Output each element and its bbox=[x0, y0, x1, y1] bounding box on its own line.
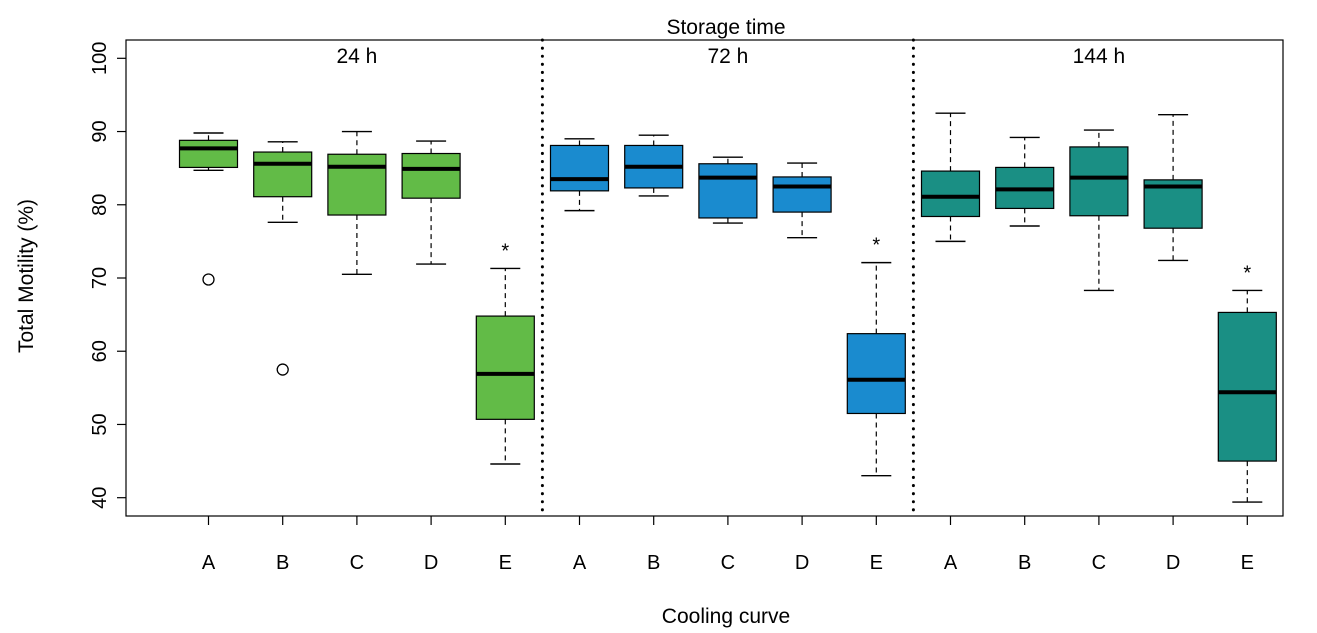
x-tick-label: A bbox=[202, 552, 216, 574]
chart-title: Storage time bbox=[666, 16, 785, 39]
plot-frame bbox=[125, 39, 1284, 517]
y-tick-label: 100 bbox=[89, 42, 111, 75]
outlier-point bbox=[202, 273, 215, 286]
x-tick-label: E bbox=[499, 552, 512, 574]
y-tick-label: 40 bbox=[89, 487, 111, 509]
y-tick-label: 60 bbox=[89, 340, 111, 362]
x-tick-label: E bbox=[870, 552, 883, 574]
x-tick-label: A bbox=[573, 552, 587, 574]
box bbox=[401, 152, 461, 199]
significance-marker: * bbox=[1243, 262, 1251, 284]
x-tick-label: D bbox=[424, 552, 438, 574]
box bbox=[846, 333, 906, 415]
box bbox=[253, 151, 313, 198]
y-tick-label: 70 bbox=[89, 267, 111, 289]
significance-marker: * bbox=[501, 240, 509, 262]
box bbox=[920, 170, 981, 218]
x-tick-label: C bbox=[721, 552, 735, 574]
x-tick-label: A bbox=[944, 552, 958, 574]
box bbox=[698, 163, 758, 219]
significance-marker: * bbox=[872, 235, 880, 257]
group-label: 72 h bbox=[707, 45, 748, 68]
box bbox=[772, 176, 832, 213]
x-axis-label: Cooling curve bbox=[662, 605, 790, 628]
x-tick-label: E bbox=[1241, 552, 1254, 574]
box bbox=[475, 315, 535, 420]
plot-area: 40 50 60 70 80 90 100 24 h A B C D * E 72 h A B C D * E 144 h… bbox=[89, 38, 1284, 574]
x-tick-label: C bbox=[1092, 552, 1106, 574]
x-tick-label: D bbox=[795, 552, 809, 574]
x-tick-label: B bbox=[276, 552, 289, 574]
outlier-point bbox=[276, 363, 289, 376]
x-tick-label: C bbox=[350, 552, 364, 574]
x-tick-label: D bbox=[1166, 552, 1180, 574]
box bbox=[327, 153, 387, 216]
x-tick-label: B bbox=[1018, 552, 1031, 574]
box bbox=[549, 144, 610, 192]
y-axis-label: Total Motility (%) bbox=[15, 199, 38, 353]
box bbox=[178, 139, 239, 169]
box bbox=[1069, 146, 1129, 217]
y-tick-label: 80 bbox=[89, 194, 111, 216]
x-tick-label: B bbox=[647, 552, 660, 574]
group-label: 144 h bbox=[1073, 45, 1126, 68]
y-tick-label: 90 bbox=[89, 120, 111, 142]
group-label: 24 h bbox=[336, 45, 377, 68]
y-tick-label: 50 bbox=[89, 413, 111, 435]
box bbox=[1217, 311, 1277, 462]
